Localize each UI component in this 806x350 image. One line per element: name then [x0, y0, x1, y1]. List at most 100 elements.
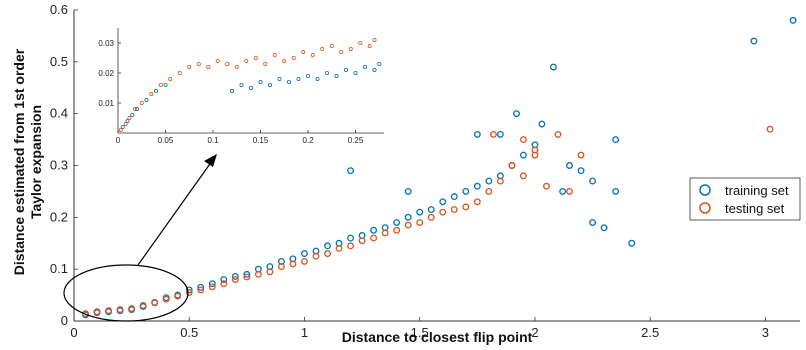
point-training-set [220, 276, 228, 283]
inset-point-testing-set [310, 53, 315, 58]
inset-point-testing-set [272, 53, 277, 58]
point-training-set [577, 167, 585, 175]
inset-point-testing-set [127, 116, 132, 121]
point-testing-set [416, 219, 424, 226]
point-testing-set [554, 130, 562, 138]
inset-point-training-set [144, 98, 149, 103]
y-tick-label: 0 [61, 313, 68, 328]
legend-marker-testing [699, 202, 711, 214]
point-training-set [404, 187, 412, 195]
legend-marker-training [699, 184, 711, 196]
legend-label-training: training set [725, 183, 789, 198]
point-testing-set [301, 257, 308, 265]
point-testing-set [577, 151, 585, 159]
inset-point-training-set [134, 107, 139, 112]
point-testing-set [490, 130, 497, 138]
inset-point-testing-set [291, 56, 296, 61]
zoom-region-ellipse [63, 264, 189, 322]
inset-point-training-set [229, 89, 234, 94]
point-testing-set [139, 302, 147, 309]
point-testing-set [566, 187, 573, 195]
inset-x-tick-label: 0.05 [158, 136, 174, 145]
inset-point-testing-set [225, 62, 230, 67]
inset-x-tick-label: 0.15 [253, 136, 269, 145]
inset-point-testing-set [282, 59, 287, 64]
x-tick-label: 0 [70, 325, 77, 340]
point-testing-set [439, 208, 447, 216]
inset-point-testing-set [196, 62, 201, 67]
point-testing-set [116, 306, 124, 314]
x-tick-label: 1 [301, 325, 308, 340]
point-testing-set [93, 308, 101, 316]
point-testing-set [185, 289, 193, 296]
point-testing-set [393, 226, 401, 234]
point-training-set [208, 280, 216, 288]
point-training-set [612, 187, 620, 195]
point-training-set [549, 63, 557, 71]
inset-point-training-set [324, 71, 329, 76]
point-testing-set [174, 292, 182, 300]
legend-label-testing: testing set [725, 201, 785, 216]
point-testing-set [254, 270, 262, 278]
point-training-set [439, 198, 447, 206]
point-training-set [600, 224, 608, 232]
point-testing-set [335, 244, 343, 252]
point-testing-set [531, 146, 539, 154]
inset-point-testing-set [339, 50, 344, 55]
inset-point-testing-set [158, 83, 163, 88]
point-testing-set [312, 252, 320, 260]
point-testing-set [151, 298, 159, 306]
point-testing-set [277, 263, 285, 271]
point-training-set [347, 234, 355, 242]
inset-point-training-set [125, 119, 130, 124]
inset-point-testing-set [348, 47, 353, 52]
point-testing-set [381, 229, 389, 237]
y-axis-title: Distance estimated from 1st order Taylor… [11, 48, 44, 275]
point-testing-set [766, 125, 774, 133]
inset-point-training-set [277, 77, 282, 82]
point-training-set [427, 206, 435, 214]
point-testing-set [462, 203, 470, 211]
inset-point-testing-set [263, 62, 268, 67]
inset-background [118, 28, 384, 133]
inset-point-testing-set [253, 56, 258, 61]
inset-point-training-set [163, 83, 168, 88]
point-testing-set [404, 221, 412, 229]
inset-point-training-set [286, 80, 291, 85]
inset-point-testing-set [367, 44, 372, 49]
point-testing-set [289, 260, 297, 268]
zoom-arrow-line [137, 160, 213, 266]
inset-point-testing-set [358, 41, 363, 46]
point-training-set [370, 226, 378, 234]
inset-point-testing-set [329, 44, 334, 49]
point-training-set [559, 187, 567, 195]
point-training-set [485, 177, 493, 185]
inset-point-testing-set [320, 47, 325, 52]
x-tick-label: 3 [762, 325, 769, 340]
point-testing-set [197, 286, 205, 294]
zoom-arrow-head [204, 154, 217, 167]
point-testing-set [427, 213, 435, 221]
inset-x-tick-label: 0 [116, 136, 121, 145]
inset-point-testing-set [301, 50, 306, 55]
point-training-set [462, 187, 470, 195]
point-testing-set [82, 310, 89, 318]
x-axis-title: Distance to closest flip point [342, 329, 533, 345]
inset-point-testing-set [123, 122, 128, 127]
legend: training set testing set [689, 177, 801, 221]
point-testing-set [347, 242, 355, 250]
y-tick-label: 0.2 [50, 209, 68, 224]
inset-points [118, 38, 382, 132]
point-training-set [513, 110, 520, 118]
point-training-set [566, 162, 573, 169]
inset-point-testing-set [372, 38, 377, 43]
point-testing-set [324, 250, 331, 258]
point-testing-set [496, 177, 504, 185]
inset-point-training-set [296, 77, 301, 82]
x-tick-label: 2 [531, 325, 538, 340]
point-testing-set [508, 162, 516, 169]
inset-point-testing-set [168, 77, 173, 82]
inset-point-training-set [334, 74, 339, 79]
point-testing-set [243, 273, 251, 281]
